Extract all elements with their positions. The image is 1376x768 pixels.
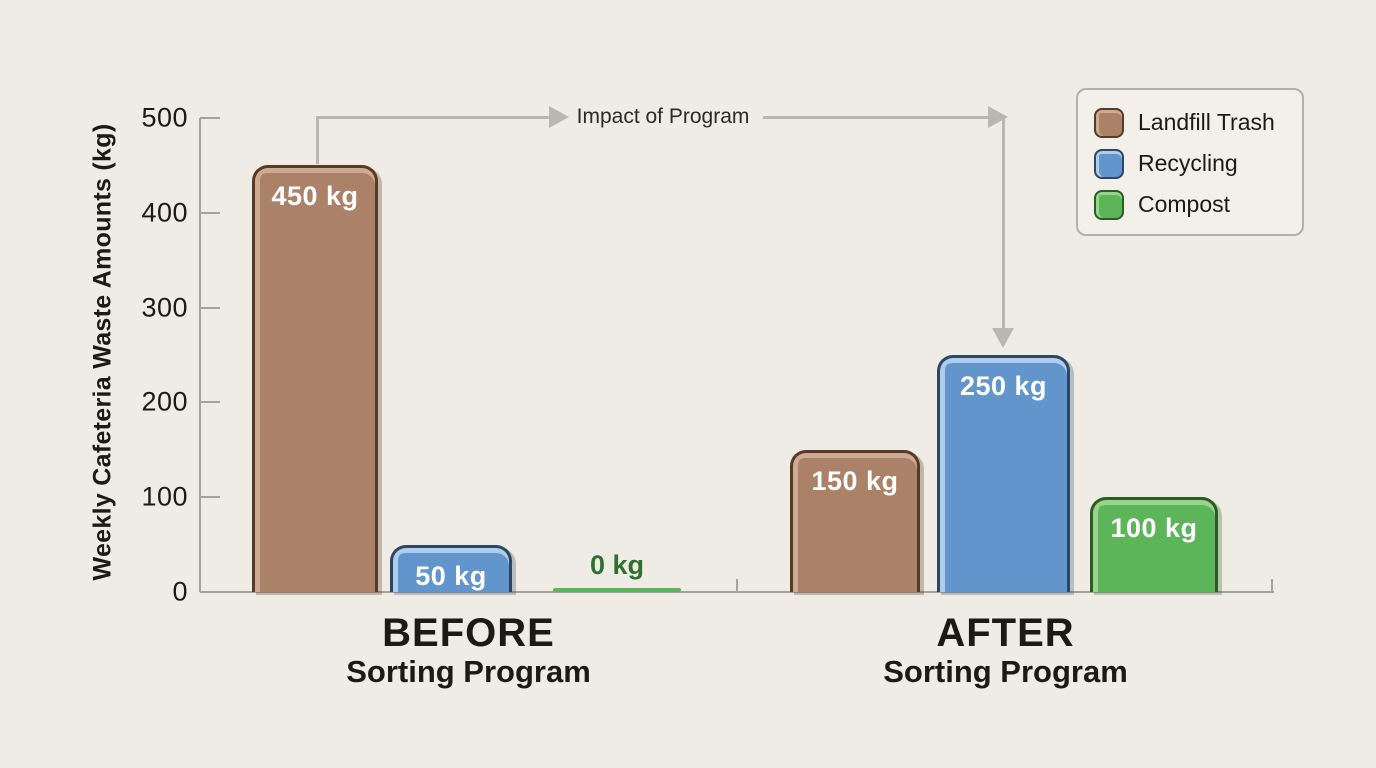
- bar-value-label: 150 kg: [811, 466, 899, 496]
- y-axis-line: [199, 118, 201, 592]
- x-axis-end-tick: [1271, 579, 1273, 592]
- x-group-label-before: BEFORE Sorting Program: [346, 612, 591, 690]
- y-axis-tick-label: 0: [172, 576, 188, 607]
- bar-landfill-trash-before: 450 kg: [252, 165, 378, 592]
- group-label-sub: Sorting Program: [346, 654, 591, 689]
- annotation-line-right: [763, 116, 989, 119]
- bar-compost-after: 100 kg: [1090, 497, 1218, 592]
- bar-value-label: 100 kg: [1110, 513, 1198, 543]
- y-axis-tick: [200, 306, 220, 309]
- x-axis-group-divider-tick: [736, 579, 738, 592]
- annotation-drop-line: [1002, 117, 1005, 329]
- y-axis-tick-label: 400: [141, 197, 188, 228]
- group-label-main: BEFORE: [382, 611, 555, 655]
- legend-label: Landfill Trash: [1138, 109, 1275, 135]
- legend-swatch-landfill-trash: [1094, 107, 1124, 138]
- bar-recycling-after: 250 kg: [937, 355, 1070, 592]
- x-axis-line: [200, 591, 1274, 593]
- legend: Landfill Trash Recycling Compost: [1076, 88, 1304, 236]
- legend-swatch-recycling: [1094, 148, 1124, 179]
- y-axis-tick-label: 500: [141, 102, 188, 133]
- legend-item-landfill-trash: Landfill Trash: [1094, 102, 1302, 143]
- y-axis-tick-label: 200: [141, 386, 188, 417]
- annotation-riser-line: [316, 117, 319, 164]
- annotation-label: Impact of Program: [576, 105, 750, 128]
- bar-landfill-trash-after: 150 kg: [790, 450, 920, 592]
- y-axis-tick-label: 100: [141, 481, 188, 512]
- legend-item-recycling: Recycling: [1094, 143, 1302, 184]
- y-axis-tick: [200, 117, 220, 119]
- legend-label: Recycling: [1138, 150, 1238, 176]
- bar-value-label: 50 kg: [415, 561, 487, 591]
- bar-value-label: 0 kg: [589, 550, 645, 580]
- y-axis-tick: [200, 401, 220, 404]
- bar-value-label: 250 kg: [959, 371, 1048, 401]
- y-axis-tick: [200, 211, 220, 214]
- legend-item-compost: Compost: [1094, 184, 1302, 225]
- arrow-down-icon: [992, 328, 1014, 348]
- group-label-sub: Sorting Program: [883, 654, 1128, 689]
- bar-value-label: 450 kg: [271, 181, 359, 211]
- annotation-line-left: [316, 116, 550, 119]
- group-label-main: AFTER: [936, 611, 1075, 655]
- arrow-right-icon: [988, 106, 1008, 128]
- legend-label: Compost: [1138, 191, 1231, 217]
- y-axis-tick-label: 300: [141, 292, 188, 323]
- y-axis-tick: [200, 496, 220, 499]
- x-group-label-after: AFTER Sorting Program: [883, 612, 1128, 690]
- legend-swatch-compost: [1094, 189, 1124, 220]
- bar-recycling-before: 50 kg: [390, 545, 512, 592]
- bar-compost-before-zero: [553, 588, 681, 592]
- y-axis-title: Weekly Cafeteria Waste Amounts (kg): [88, 123, 117, 581]
- arrow-right-icon: [549, 106, 569, 128]
